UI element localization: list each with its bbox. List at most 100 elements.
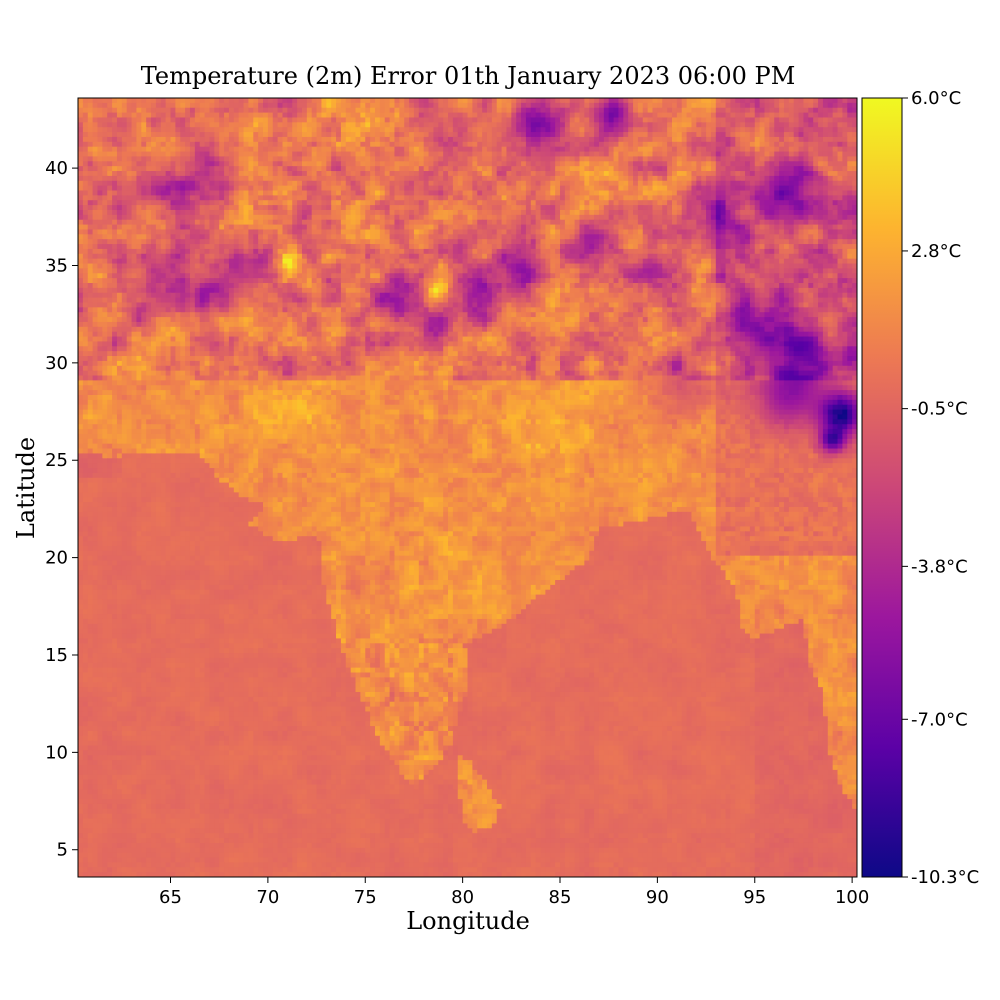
heatmap-cell [730,108,735,113]
heatmap-cell [151,137,156,142]
heatmap-cell [175,132,180,137]
heatmap-cell [682,113,687,118]
heatmap-cell [609,108,614,113]
heatmap-cell [604,113,609,118]
heatmap-cell [726,132,731,137]
heatmap-cell [589,122,594,127]
heatmap-cell [297,142,302,147]
heatmap-cell [93,103,98,108]
heatmap-cell [779,117,784,122]
heatmap-cell [711,127,716,132]
heatmap-cell [623,103,628,108]
heatmap-cell [380,103,385,108]
heatmap-cell [239,117,244,122]
heatmap-cell [414,127,419,132]
heatmap-cell [458,132,463,137]
heatmap-cell [209,127,214,132]
heatmap-cell [205,98,210,103]
heatmap-cell [78,108,83,113]
heatmap-cell [550,108,555,113]
heatmap-cell [214,108,219,113]
heatmap-cell [127,117,132,122]
heatmap-cell [721,132,726,137]
heatmap-cell [385,103,390,108]
heatmap-cell [638,98,643,103]
heatmap-cell [468,122,473,127]
heatmap-cell [701,103,706,108]
heatmap-cell [711,117,716,122]
heatmap-cell [166,108,171,113]
heatmap-cell [516,113,521,118]
heatmap-cell [472,103,477,108]
heatmap-cell [132,98,137,103]
heatmap-cell [205,113,210,118]
heatmap-cell [404,103,409,108]
heatmap-cell [745,137,750,142]
heatmap-cell [365,132,370,137]
heatmap-cell [429,132,434,137]
heatmap-cell [575,98,580,103]
heatmap-cell [711,113,716,118]
heatmap-cell [341,98,346,103]
heatmap-cell [847,127,852,132]
heatmap-cell [258,113,263,118]
heatmap-cell [365,127,370,132]
heatmap-cell [657,117,662,122]
heatmap-cell [438,122,443,127]
heatmap-cell [472,117,477,122]
heatmap-cell [570,113,575,118]
heatmap-cell [312,132,317,137]
heatmap-cell [618,127,623,132]
heatmap-cell [599,113,604,118]
heatmap-cell [614,98,619,103]
heatmap-cell [141,142,146,147]
heatmap-cell [404,108,409,113]
heatmap-cell [799,98,804,103]
heatmap-cell [122,103,127,108]
heatmap-cell [302,117,307,122]
heatmap-cell [813,103,818,108]
heatmap-cell [789,113,794,118]
heatmap-cell [321,103,326,108]
heatmap-cell [195,117,200,122]
heatmap-cell [808,142,813,147]
heatmap-cell [302,142,307,147]
heatmap-cell [492,108,497,113]
heatmap-cell [438,137,443,142]
heatmap-cell [263,142,268,147]
heatmap-cell [584,108,589,113]
heatmap-cell [302,122,307,127]
heatmap-cell [370,137,375,142]
heatmap-cell [672,127,677,132]
heatmap-cell [117,137,122,142]
heatmap-cell [594,108,599,113]
heatmap-cell [828,103,833,108]
heatmap-cell [166,132,171,137]
heatmap-cell [555,103,560,108]
heatmap-cell [394,113,399,118]
heatmap-cell [331,98,336,103]
heatmap-cell [88,142,93,147]
heatmap-cell [779,98,784,103]
heatmap-cell [107,137,112,142]
heatmap-cell [414,108,419,113]
heatmap-cell [594,103,599,108]
heatmap-cell [506,142,511,147]
heatmap-cell [239,103,244,108]
heatmap-cell [502,127,507,132]
heatmap-cell [657,98,662,103]
heatmap-cell [545,98,550,103]
heatmap-cell [521,98,526,103]
heatmap-cell [604,137,609,142]
heatmap-cell [721,117,726,122]
heatmap-cell [117,122,122,127]
heatmap-cell [433,108,438,113]
heatmap-cell [93,98,98,103]
heatmap-cell [136,98,141,103]
heatmap-cell [102,103,107,108]
heatmap-cell [468,108,473,113]
heatmap-cell [599,127,604,132]
heatmap-cell [346,122,351,127]
heatmap-cell [657,137,662,142]
heatmap-cell [360,127,365,132]
